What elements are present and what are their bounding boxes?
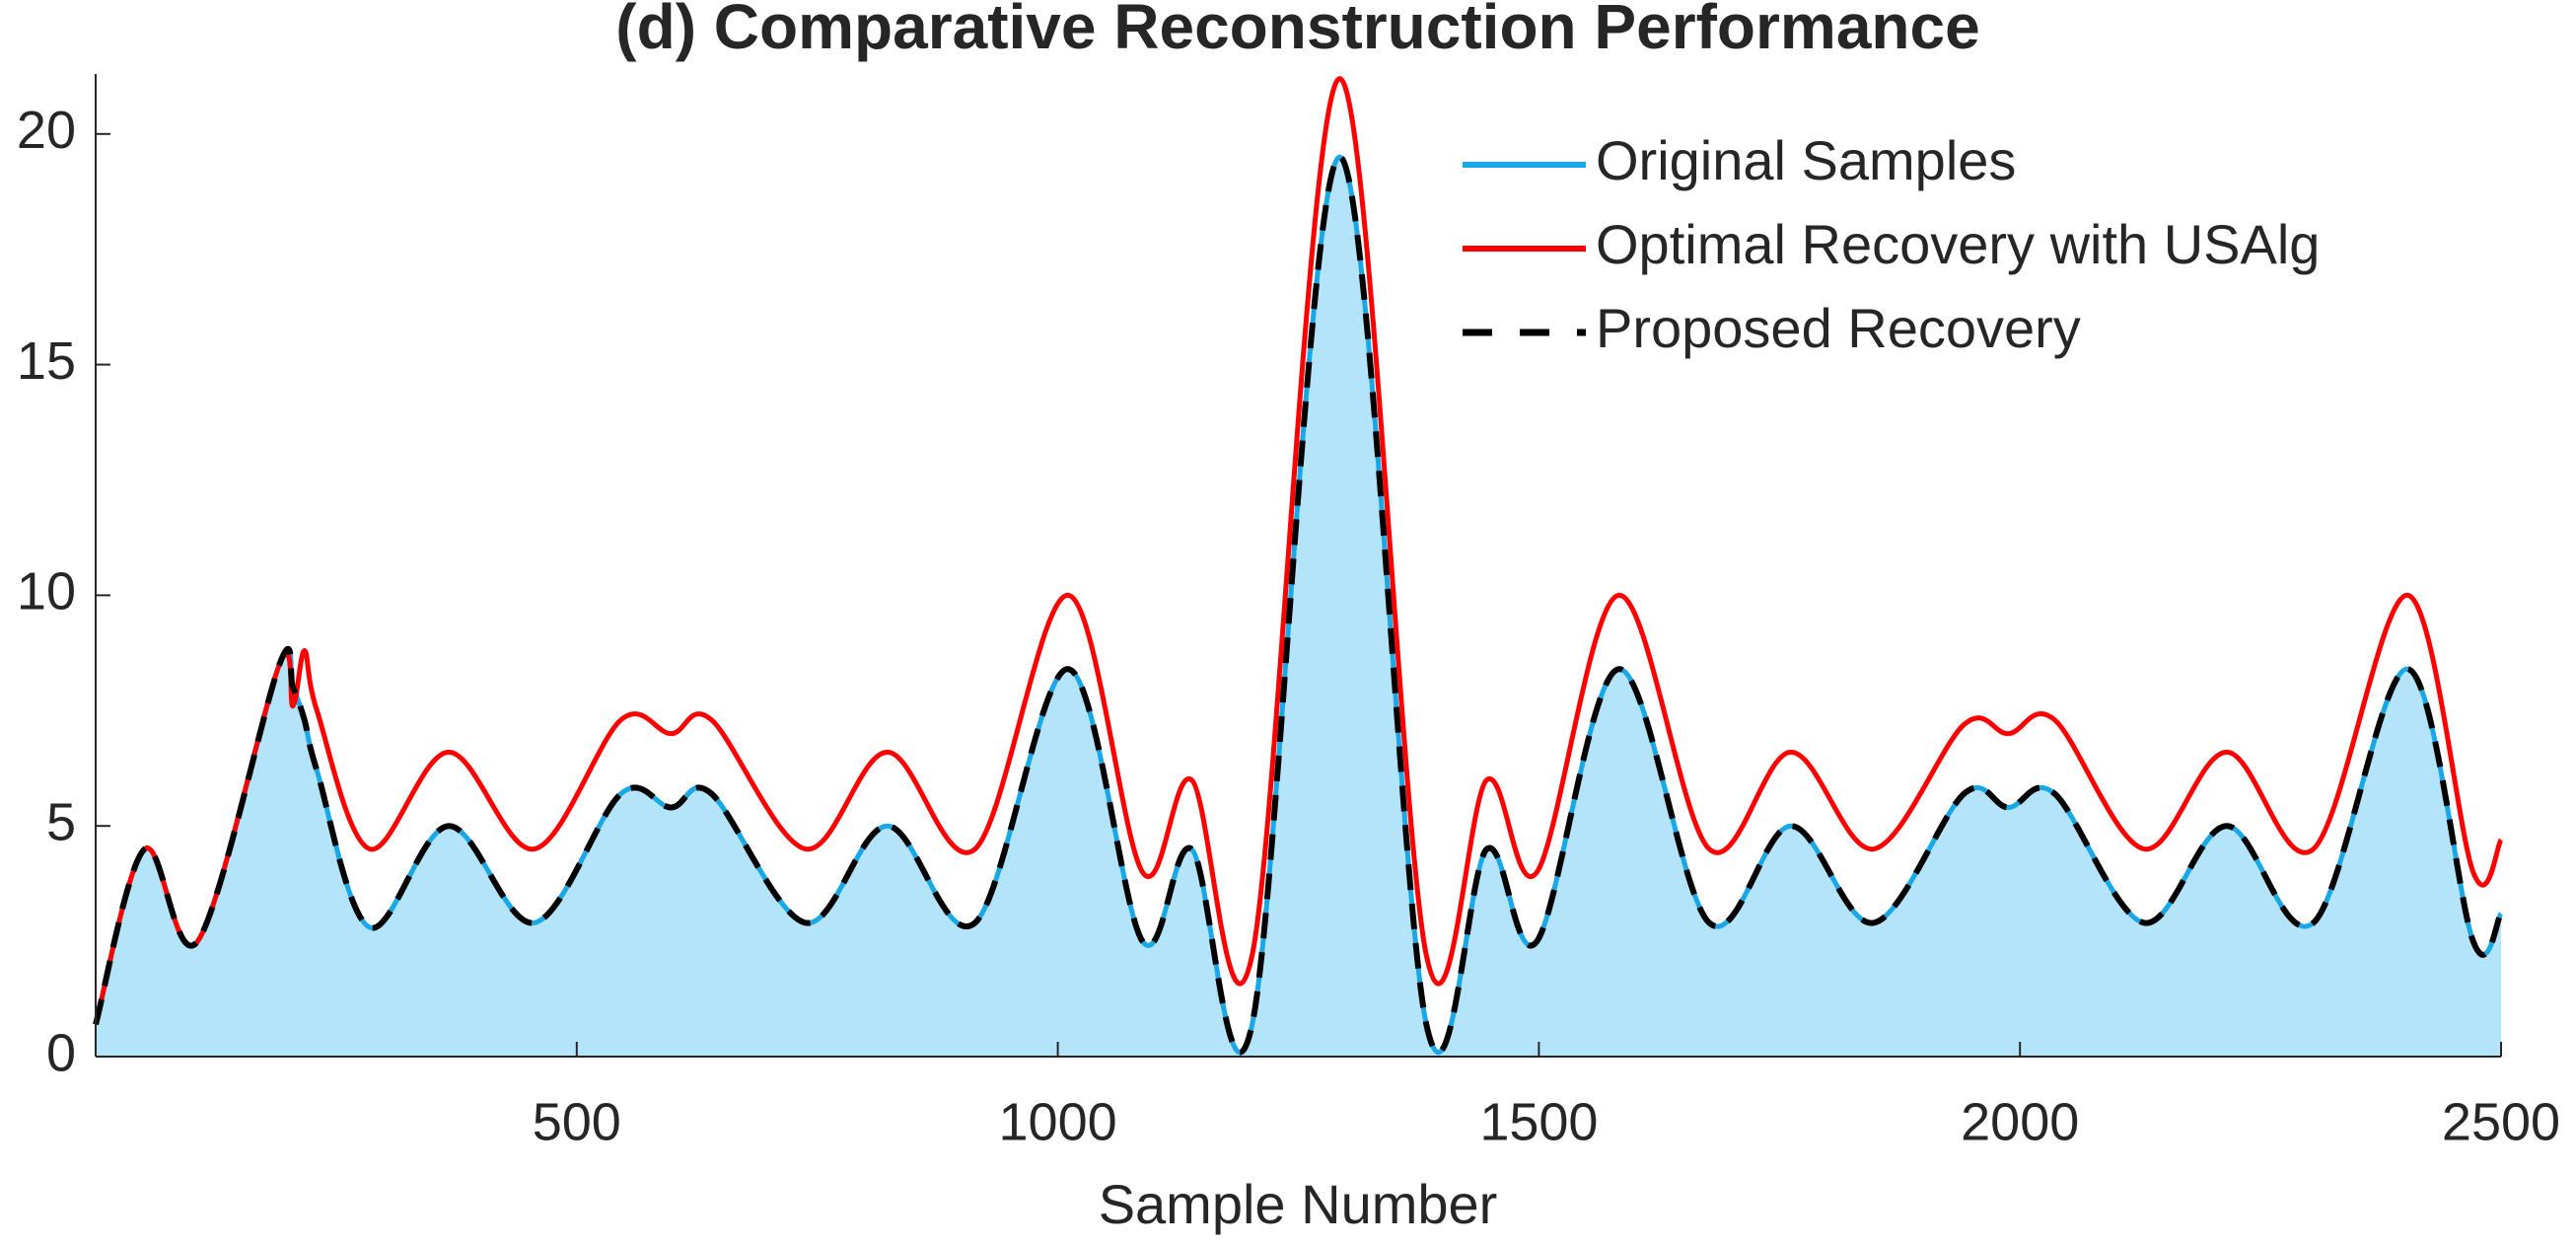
line — [93, 76, 2504, 1025]
y-tick-label: 20 — [17, 101, 76, 160]
chart-title: (d) Comparative Reconstruction Performan… — [615, 0, 1979, 62]
y-tick-label: 0 — [46, 1023, 76, 1082]
legend-label: Original Samples — [1596, 129, 2016, 191]
area — [96, 157, 2501, 1058]
legend-label: Optimal Recovery with USAlg — [1596, 213, 2320, 275]
x-axis-label: Sample Number — [1099, 1173, 1498, 1235]
y-tick-label: 10 — [17, 562, 76, 622]
x-tick-label: 1500 — [1479, 1092, 1598, 1151]
y-tick-label: 5 — [46, 792, 76, 851]
x-tick-label: 1000 — [999, 1092, 1117, 1151]
legend-label: Proposed Recovery — [1596, 297, 2081, 359]
line — [93, 154, 2504, 1056]
y-tick-label: 15 — [17, 331, 76, 391]
x-tick-label: 500 — [533, 1092, 621, 1151]
x-tick-label: 2000 — [1961, 1092, 2079, 1151]
x-tick-label: 2500 — [2442, 1092, 2560, 1151]
